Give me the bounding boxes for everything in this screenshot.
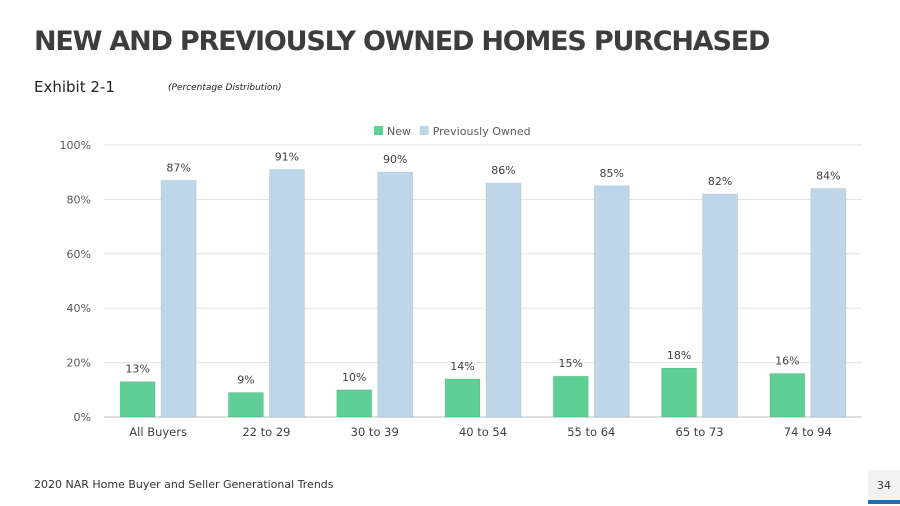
page-accent-bar: [868, 500, 900, 504]
bar: [444, 378, 481, 418]
data-label: 18%: [667, 349, 691, 362]
bar: [769, 372, 806, 418]
bar: [227, 392, 264, 418]
bar: [810, 188, 847, 418]
bar: [552, 375, 589, 418]
bar: [593, 185, 630, 418]
page-number-box: 34: [868, 470, 900, 504]
bar: [702, 193, 739, 418]
bar: [336, 389, 373, 418]
bar: [661, 367, 698, 418]
data-label: 13%: [125, 363, 149, 376]
data-label: 15%: [559, 357, 583, 370]
data-label: 84%: [816, 170, 840, 183]
x-tick-label: 74 to 94: [784, 425, 832, 439]
bar: [119, 381, 156, 418]
x-tick-label: All Buyers: [129, 425, 187, 439]
x-tick-label: 55 to 64: [567, 425, 615, 439]
data-label: 91%: [275, 150, 299, 163]
data-label: 14%: [450, 360, 474, 373]
legend-label: Previously Owned: [433, 125, 531, 138]
y-tick-label: 80%: [67, 193, 91, 206]
bar: [377, 171, 414, 418]
x-tick-label: 65 to 73: [676, 425, 724, 439]
x-tick-label: 40 to 54: [459, 425, 507, 439]
data-label: 10%: [342, 371, 366, 384]
y-tick-label: 0%: [74, 411, 91, 424]
bar: [485, 182, 522, 418]
footer-source: 2020 NAR Home Buyer and Seller Generatio…: [34, 478, 334, 491]
y-tick-label: 100%: [60, 139, 91, 152]
x-tick-label: 22 to 29: [242, 425, 290, 439]
data-label: 87%: [166, 161, 190, 174]
y-tick-label: 40%: [67, 302, 91, 315]
bar: [268, 168, 305, 418]
exhibit-label: Exhibit 2-1: [34, 78, 115, 96]
data-label: 9%: [237, 374, 254, 387]
data-label: 16%: [775, 354, 799, 367]
bar: [160, 179, 197, 418]
page-number: 34: [877, 479, 891, 492]
legend-label: New: [387, 125, 411, 138]
y-tick-label: 60%: [67, 248, 91, 261]
legend-swatch: [419, 126, 429, 135]
x-tick-label: 30 to 39: [351, 425, 399, 439]
data-label: 86%: [491, 164, 515, 177]
legend-swatch: [374, 126, 383, 135]
data-label: 85%: [600, 167, 624, 180]
y-tick-label: 20%: [67, 357, 91, 370]
chart-subtitle: (Percentage Distribution): [168, 83, 282, 93]
data-label: 82%: [708, 175, 732, 188]
data-label: 90%: [383, 153, 407, 166]
page-title: NEW AND PREVIOUSLY OWNED HOMES PURCHASED: [34, 26, 770, 57]
